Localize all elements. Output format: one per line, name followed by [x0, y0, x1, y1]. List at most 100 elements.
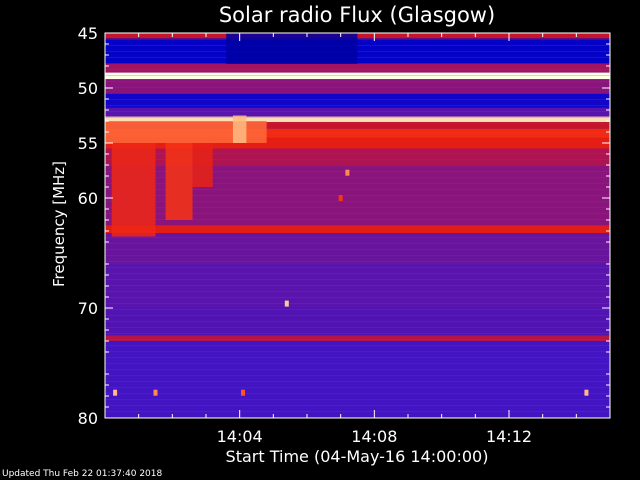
- y-tick-label: 50: [78, 79, 98, 98]
- x-axis-label: Start Time (04-May-16 14:00:00): [226, 447, 489, 466]
- burst-region: [226, 33, 358, 64]
- channel-stripe: [105, 207, 610, 208]
- channel-stripe: [105, 129, 610, 130]
- channel-stripe: [105, 333, 610, 334]
- frequency-band: [105, 137, 610, 149]
- channel-stripe: [105, 285, 610, 286]
- channel-stripe: [105, 111, 610, 112]
- channel-stripe: [105, 135, 610, 136]
- channel-stripe: [105, 261, 610, 262]
- channel-stripe: [105, 177, 610, 178]
- channel-stripe: [105, 345, 610, 346]
- channel-stripe: [105, 279, 610, 280]
- channel-stripe: [105, 387, 610, 388]
- frequency-band: [105, 233, 610, 264]
- frequency-band: [105, 341, 610, 418]
- frequency-band: [105, 264, 610, 308]
- channel-stripe: [105, 153, 610, 154]
- channel-stripe: [105, 339, 610, 340]
- y-tick-label: 80: [78, 409, 98, 428]
- plot-area: [104, 32, 611, 419]
- channel-stripe: [105, 183, 610, 184]
- channel-stripe: [105, 411, 610, 412]
- burst-region: [192, 143, 213, 187]
- channel-stripe: [105, 399, 610, 400]
- frequency-band: [105, 308, 610, 336]
- emission-spot: [113, 389, 118, 396]
- channel-stripe: [105, 171, 610, 172]
- channel-stripe: [105, 327, 610, 328]
- y-tick-label: 55: [78, 134, 98, 153]
- channel-stripe: [105, 315, 610, 316]
- emission-spot: [284, 300, 289, 307]
- channel-stripe: [105, 93, 610, 94]
- channel-stripe: [105, 75, 610, 76]
- emission-spot: [338, 195, 343, 201]
- frequency-band: [105, 122, 610, 129]
- channel-stripe: [105, 81, 610, 82]
- channel-stripe: [105, 351, 610, 352]
- y-tick-label: 45: [78, 24, 98, 43]
- emission-spot: [153, 389, 158, 396]
- frequency-band: [105, 116, 610, 123]
- channel-stripe: [105, 405, 610, 406]
- channel-stripe: [105, 225, 610, 226]
- y-tick-label: 60: [78, 189, 98, 208]
- y-axis: 45 50 55 60 70 80: [78, 24, 610, 428]
- channel-stripe: [105, 123, 610, 124]
- emission-spot: [345, 169, 350, 176]
- y-tick-label: 70: [78, 299, 98, 318]
- emission-spot: [241, 389, 246, 396]
- channel-stripe: [105, 243, 610, 244]
- burst-region: [232, 115, 247, 143]
- channel-stripe: [105, 237, 610, 238]
- frequency-band: [105, 225, 610, 234]
- channel-stripe: [105, 189, 610, 190]
- channel-stripe: [105, 159, 610, 160]
- burst-region: [105, 121, 267, 143]
- channel-stripe: [105, 231, 610, 232]
- channel-stripe: [105, 291, 610, 292]
- x-tick-label: 14:12: [486, 427, 532, 446]
- x-tick-label: 14:08: [351, 427, 397, 446]
- channel-stripe: [105, 273, 610, 274]
- frequency-band: [105, 128, 610, 138]
- y-axis-label: Frequency [MHz]: [50, 161, 68, 287]
- emission-spot: [584, 389, 589, 396]
- channel-stripe: [105, 249, 610, 250]
- plot-frame: [104, 32, 611, 419]
- channel-stripe: [105, 321, 610, 322]
- channel-stripe: [105, 195, 610, 196]
- frequency-band: [105, 335, 610, 341]
- channel-stripe: [105, 297, 610, 298]
- channel-stripe: [105, 141, 610, 142]
- frequency-band: [105, 63, 610, 73]
- channel-stripe: [105, 303, 610, 304]
- burst-region: [165, 143, 193, 220]
- x-axis: 14:04 14:08 14:12: [138, 33, 577, 446]
- frequency-band: [105, 79, 610, 94]
- x-tick-label: 14:04: [217, 427, 263, 446]
- channel-stripe: [105, 105, 610, 106]
- channel-stripe: [105, 357, 610, 358]
- channel-stripe: [105, 363, 610, 364]
- channel-stripe: [105, 369, 610, 370]
- channel-stripe: [105, 165, 610, 166]
- channel-stripe: [105, 219, 610, 220]
- burst-region: [111, 143, 156, 237]
- chart-title: Solar radio Flux (Glasgow): [219, 3, 495, 27]
- channel-stripe: [105, 267, 610, 268]
- channel-stripe: [105, 87, 610, 88]
- channel-stripe: [105, 375, 610, 376]
- channel-stripe: [105, 393, 610, 394]
- channel-stripe: [105, 309, 610, 310]
- channel-stripe: [105, 381, 610, 382]
- frequency-band: [105, 148, 610, 165]
- frequency-band: [105, 93, 610, 108]
- channel-stripe: [105, 117, 610, 118]
- frequency-band: [105, 72, 610, 80]
- channel-stripe: [105, 99, 610, 100]
- channel-stripe: [105, 213, 610, 214]
- channel-stripe: [105, 147, 610, 148]
- channel-stripe: [105, 69, 610, 70]
